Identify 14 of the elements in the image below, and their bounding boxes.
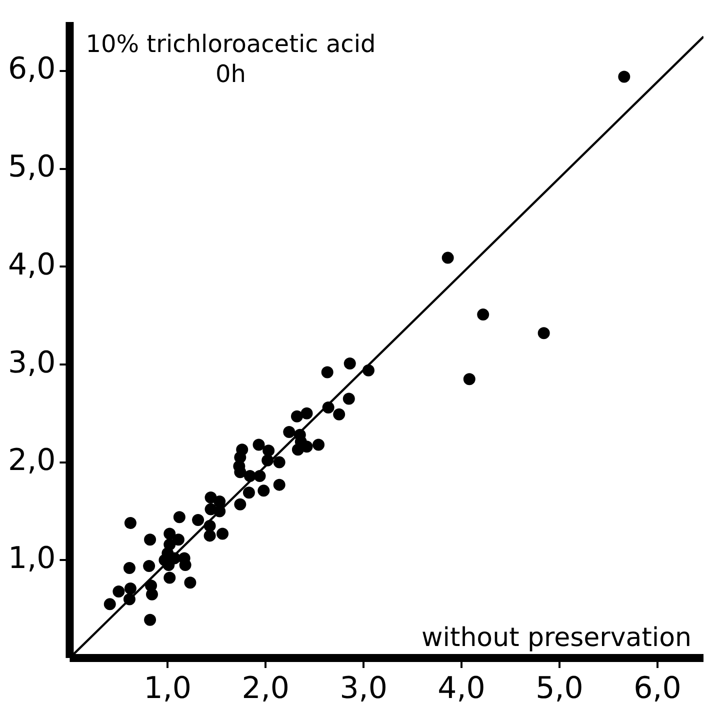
x-tick-label: 4,0 (438, 670, 486, 706)
x-tick-label: 6,0 (634, 670, 682, 706)
y-tick-label: 5,0 (8, 150, 56, 185)
y-tick-label: 2,0 (8, 443, 56, 478)
y-tick-label: 4,0 (8, 247, 56, 282)
x-axis-title: without preservation (422, 623, 692, 653)
y-tick-label: 1,0 (8, 540, 56, 576)
y-tick-label: 3,0 (8, 345, 56, 380)
x-tick-label: 2,0 (242, 670, 290, 706)
x-tick-label: 5,0 (536, 670, 584, 706)
y-axis-title: 10% trichloroacetic acid 0h (86, 30, 376, 88)
x-tick-label: 3,0 (340, 670, 388, 706)
y-tick-label: 6,0 (8, 52, 56, 87)
x-tick-label: 1,0 (144, 670, 192, 706)
